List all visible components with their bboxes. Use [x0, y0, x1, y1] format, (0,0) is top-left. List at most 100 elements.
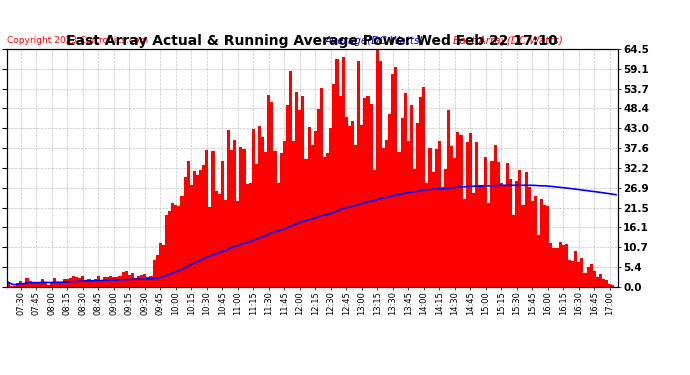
Bar	[348, 126, 351, 287]
Bar	[574, 251, 578, 287]
Bar	[602, 279, 605, 287]
Bar	[150, 276, 152, 287]
Bar	[512, 215, 515, 287]
Bar	[475, 142, 478, 287]
Bar	[395, 67, 397, 287]
Bar	[103, 277, 106, 287]
Bar	[187, 161, 190, 287]
Bar	[221, 161, 224, 287]
Bar	[568, 260, 571, 287]
Bar	[555, 248, 559, 287]
Bar	[416, 123, 419, 287]
Bar	[559, 242, 562, 287]
Bar	[175, 205, 177, 287]
Bar	[345, 117, 348, 287]
Bar	[208, 207, 211, 287]
Bar	[190, 184, 193, 287]
Bar	[81, 276, 84, 287]
Bar	[131, 273, 134, 287]
Bar	[295, 92, 298, 287]
Bar	[453, 158, 456, 287]
Bar	[462, 200, 466, 287]
Bar	[376, 49, 379, 287]
Bar	[493, 146, 497, 287]
Bar	[50, 282, 53, 287]
Bar	[137, 276, 140, 287]
Bar	[255, 164, 258, 287]
Bar	[239, 147, 242, 287]
Bar	[279, 153, 283, 287]
Bar	[227, 130, 230, 287]
Bar	[314, 131, 317, 287]
Bar	[441, 187, 444, 287]
Bar	[261, 137, 264, 287]
Bar	[354, 145, 357, 287]
Bar	[382, 148, 385, 287]
Bar	[422, 87, 425, 287]
Bar	[252, 129, 255, 287]
Bar	[59, 283, 63, 287]
Bar	[171, 203, 175, 287]
Bar	[580, 258, 584, 287]
Bar	[351, 121, 354, 287]
Bar	[119, 276, 121, 287]
Bar	[134, 278, 137, 287]
Bar	[469, 133, 472, 287]
Bar	[546, 206, 549, 287]
Bar	[230, 150, 233, 287]
Bar	[144, 274, 146, 287]
Bar	[599, 274, 602, 287]
Bar	[401, 118, 404, 287]
Text: Copyright 2023 Cartronics.com: Copyright 2023 Cartronics.com	[7, 36, 148, 45]
Bar	[543, 206, 546, 287]
Bar	[283, 141, 286, 287]
Bar	[273, 151, 277, 287]
Bar	[497, 162, 500, 287]
Bar	[407, 141, 410, 287]
Bar	[326, 153, 329, 287]
Bar	[292, 141, 295, 287]
Bar	[584, 273, 586, 287]
Bar	[444, 169, 447, 287]
Bar	[106, 277, 109, 287]
Bar	[515, 182, 518, 287]
Bar	[317, 109, 320, 287]
Bar	[206, 150, 208, 287]
Bar	[323, 157, 326, 287]
Bar	[13, 286, 16, 287]
Bar	[310, 145, 314, 287]
Bar	[370, 104, 373, 287]
Bar	[302, 96, 304, 287]
Bar	[84, 280, 88, 287]
Bar	[531, 201, 534, 287]
Bar	[562, 245, 565, 287]
Bar	[487, 203, 491, 287]
Bar	[335, 59, 339, 287]
Bar	[196, 176, 199, 287]
Bar	[217, 194, 221, 287]
Bar	[97, 276, 100, 287]
Bar	[397, 152, 401, 287]
Bar	[360, 124, 364, 287]
Bar	[69, 278, 72, 287]
Bar	[491, 161, 493, 287]
Bar	[246, 184, 248, 287]
Bar	[146, 278, 150, 287]
Bar	[168, 211, 171, 287]
Bar	[410, 105, 413, 287]
Bar	[333, 84, 335, 287]
Bar	[199, 171, 202, 287]
Bar	[233, 140, 236, 287]
Bar	[528, 187, 531, 287]
Bar	[32, 282, 34, 287]
Bar	[503, 185, 506, 287]
Bar	[277, 183, 279, 287]
Bar	[524, 172, 528, 287]
Bar	[534, 196, 537, 287]
Bar	[215, 192, 217, 287]
Bar	[34, 283, 38, 287]
Bar	[162, 245, 165, 287]
Bar	[553, 248, 555, 287]
Bar	[484, 157, 487, 287]
Bar	[10, 286, 13, 287]
